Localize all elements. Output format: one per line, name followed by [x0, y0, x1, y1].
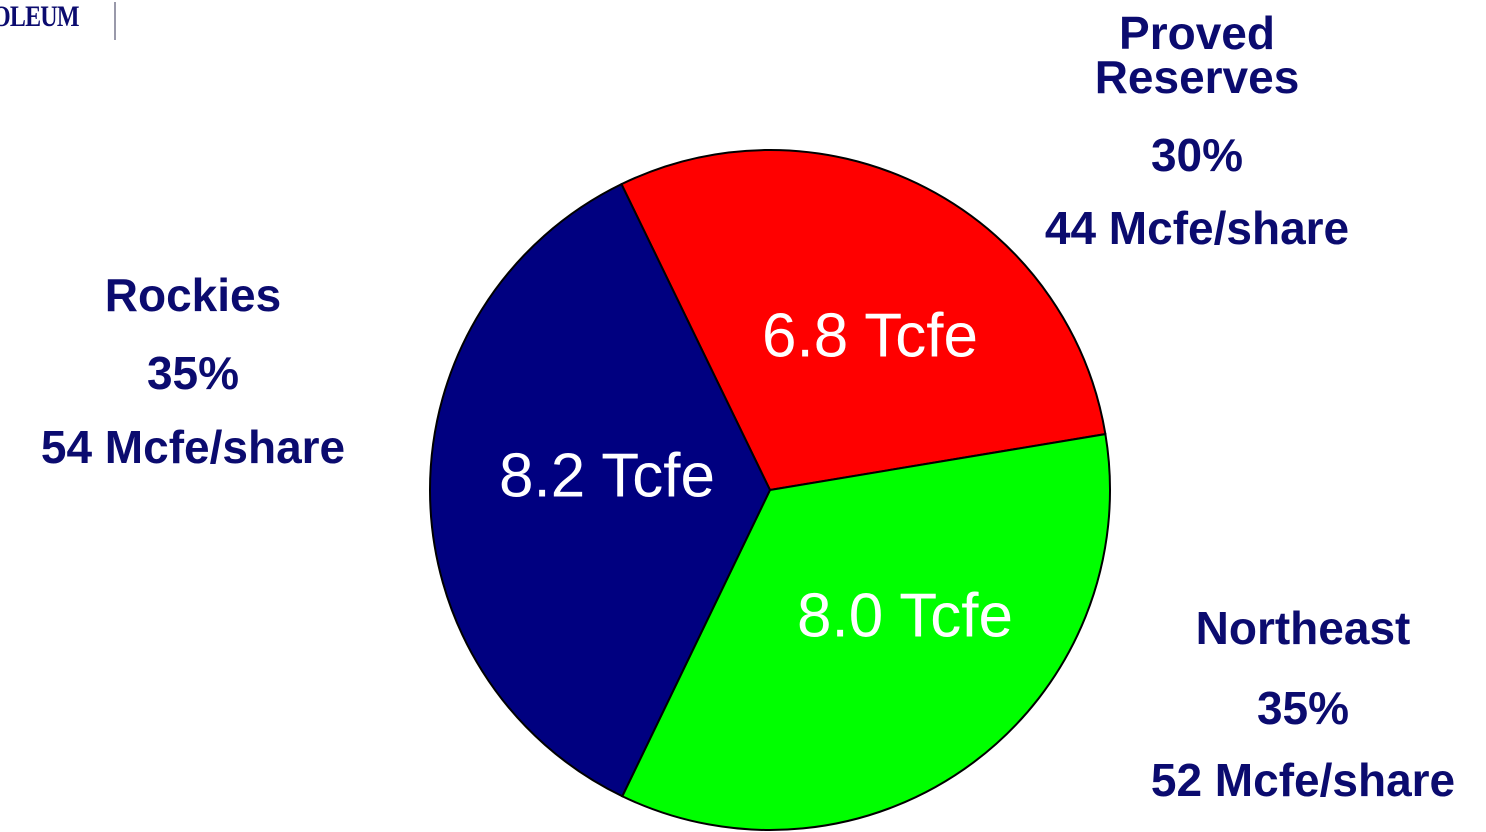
category-label: Rockies — [104, 269, 282, 321]
per-share-label: 44 Mcfe/share — [1044, 202, 1350, 254]
value-label: 8.2 Tcfe — [499, 441, 715, 510]
category-label: Proved Reserves — [1094, 7, 1300, 103]
share-label: 35% — [1256, 682, 1350, 734]
pie-slice — [620, 149, 1107, 492]
category-label: Northeast — [1195, 602, 1411, 654]
pie-slice — [428, 182, 772, 798]
pie-slice — [620, 432, 1111, 831]
logo: OLEUM — [0, 0, 79, 33]
value-label: 6.8 Tcfe — [762, 301, 978, 370]
per-share-label: 52 Mcfe/share — [1150, 754, 1456, 806]
per-share-label: 54 Mcfe/share — [40, 421, 346, 473]
share-label: 30% — [1150, 129, 1244, 181]
share-label: 35% — [146, 347, 240, 399]
logo-divider — [114, 2, 116, 40]
value-label: 8.0 Tcfe — [797, 581, 1013, 650]
